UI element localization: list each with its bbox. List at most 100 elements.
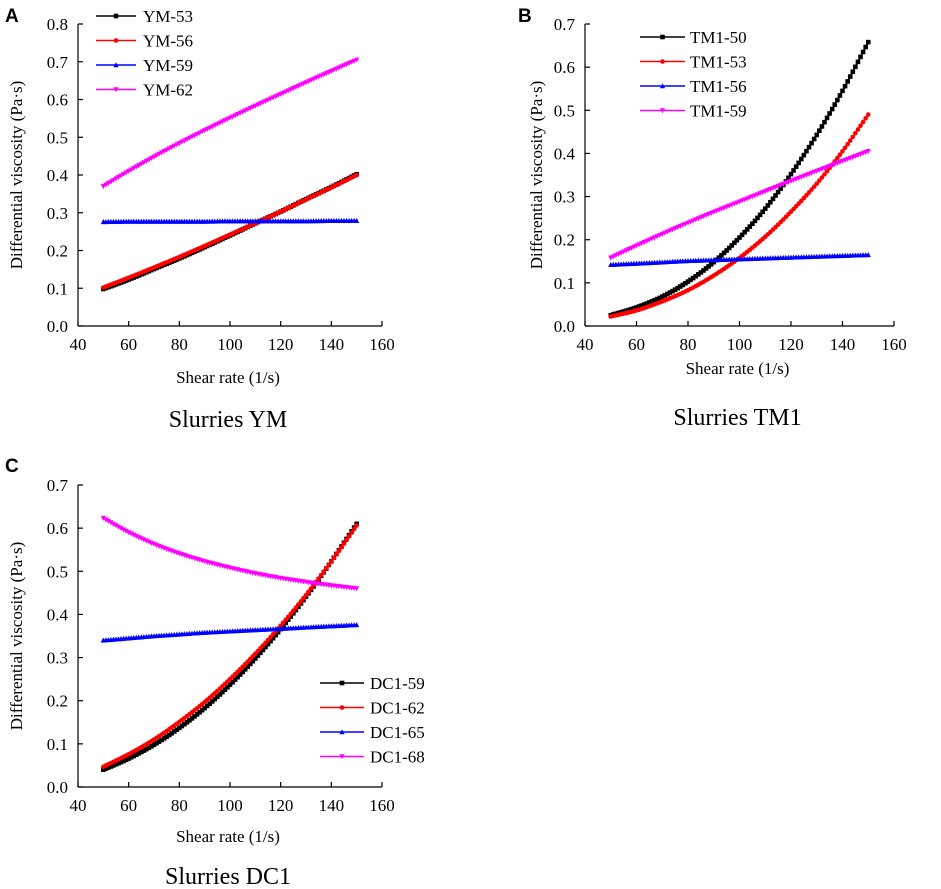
data-point bbox=[819, 124, 825, 129]
data-point bbox=[115, 524, 122, 530]
data-point bbox=[706, 264, 711, 269]
legend-marker bbox=[113, 38, 119, 43]
chart-panel-b: B 40 60 80 100 120 140 160 0.0 0.1 0.2 0.3 0.4 0.5 0.6… bbox=[518, 6, 907, 431]
data-point bbox=[693, 273, 699, 279]
data-point bbox=[146, 745, 152, 751]
legend-label: TM1-59 bbox=[690, 102, 747, 121]
y-tick-label: 0.7 bbox=[47, 53, 69, 72]
data-point bbox=[138, 161, 144, 167]
data-point bbox=[230, 679, 235, 685]
y-tick-label: 0.1 bbox=[47, 279, 68, 298]
data-point bbox=[863, 44, 868, 50]
data-point bbox=[835, 97, 840, 103]
data-point bbox=[273, 632, 278, 638]
data-point bbox=[326, 562, 332, 568]
data-point bbox=[760, 209, 765, 215]
data-point bbox=[265, 641, 271, 647]
legend-marker bbox=[660, 34, 665, 40]
y-tick-label: 0.0 bbox=[47, 778, 68, 797]
series-dc1-62 bbox=[101, 523, 359, 770]
x-tick-label: 140 bbox=[830, 335, 856, 354]
data-point bbox=[799, 156, 804, 162]
y-tick-label: 0.3 bbox=[47, 204, 68, 223]
data-point bbox=[639, 303, 644, 308]
legend-label: TM1-50 bbox=[690, 28, 747, 47]
data-point bbox=[253, 656, 258, 661]
data-point bbox=[118, 759, 124, 765]
data-point bbox=[822, 172, 827, 177]
data-point bbox=[101, 767, 106, 773]
data-point bbox=[144, 746, 149, 752]
data-point bbox=[106, 765, 111, 770]
data-point bbox=[100, 184, 106, 190]
x-tick-label: 80 bbox=[171, 796, 188, 815]
data-point bbox=[346, 534, 352, 539]
data-point bbox=[126, 756, 131, 761]
data-point bbox=[242, 667, 248, 672]
data-point bbox=[283, 617, 289, 623]
x-tick-label: 120 bbox=[778, 335, 804, 354]
data-point bbox=[703, 266, 709, 271]
data-point bbox=[108, 764, 114, 769]
series-line bbox=[103, 523, 358, 771]
legend-marker bbox=[113, 62, 119, 68]
series-line bbox=[102, 525, 358, 768]
x-tick-label: 80 bbox=[680, 335, 697, 354]
data-point bbox=[623, 308, 629, 314]
data-point bbox=[110, 177, 117, 184]
data-point bbox=[232, 677, 238, 683]
data-point bbox=[757, 212, 763, 218]
series-tm1-59 bbox=[608, 148, 871, 261]
data-point bbox=[293, 607, 299, 613]
panel-letter: B bbox=[518, 6, 532, 27]
data-point bbox=[788, 171, 794, 177]
y-tick-label: 0.6 bbox=[47, 519, 68, 538]
data-point bbox=[268, 638, 273, 644]
data-point bbox=[665, 291, 670, 297]
data-point bbox=[296, 602, 301, 607]
data-point bbox=[354, 523, 359, 528]
data-point bbox=[344, 537, 349, 543]
y-tick-label: 0.7 bbox=[47, 476, 69, 495]
data-point bbox=[123, 757, 129, 763]
data-point bbox=[204, 703, 210, 709]
data-point bbox=[853, 64, 858, 70]
series-dc1-59 bbox=[101, 521, 359, 773]
data-point bbox=[835, 155, 840, 161]
data-point bbox=[750, 221, 755, 227]
data-point bbox=[814, 132, 820, 138]
data-point bbox=[108, 179, 114, 185]
series-tm1-53 bbox=[608, 112, 871, 319]
data-point bbox=[103, 182, 109, 188]
series-tm1-50 bbox=[608, 39, 871, 318]
data-point bbox=[354, 217, 360, 223]
data-point bbox=[742, 229, 747, 235]
data-point bbox=[212, 696, 218, 702]
panel-caption: Slurries TM1 bbox=[673, 405, 801, 431]
data-point bbox=[207, 701, 213, 706]
data-point bbox=[850, 69, 856, 75]
data-point bbox=[161, 736, 167, 741]
data-point bbox=[770, 196, 776, 202]
data-point bbox=[164, 734, 169, 739]
data-point bbox=[657, 295, 662, 301]
data-point bbox=[329, 559, 334, 564]
data-point bbox=[791, 168, 796, 173]
data-point bbox=[166, 732, 172, 738]
data-point bbox=[829, 106, 835, 112]
data-point bbox=[149, 743, 154, 749]
data-point bbox=[701, 268, 706, 273]
x-tick-label: 140 bbox=[319, 796, 345, 815]
legend-marker bbox=[113, 13, 119, 19]
series-dc1-65 bbox=[100, 621, 360, 643]
data-point bbox=[133, 752, 139, 757]
data-point bbox=[631, 306, 637, 311]
x-tick-label: 160 bbox=[369, 335, 395, 354]
data-point bbox=[113, 523, 119, 529]
data-point bbox=[832, 102, 838, 107]
data-point bbox=[308, 586, 314, 591]
data-point bbox=[644, 301, 650, 306]
data-point bbox=[128, 167, 134, 173]
data-point bbox=[189, 716, 195, 721]
